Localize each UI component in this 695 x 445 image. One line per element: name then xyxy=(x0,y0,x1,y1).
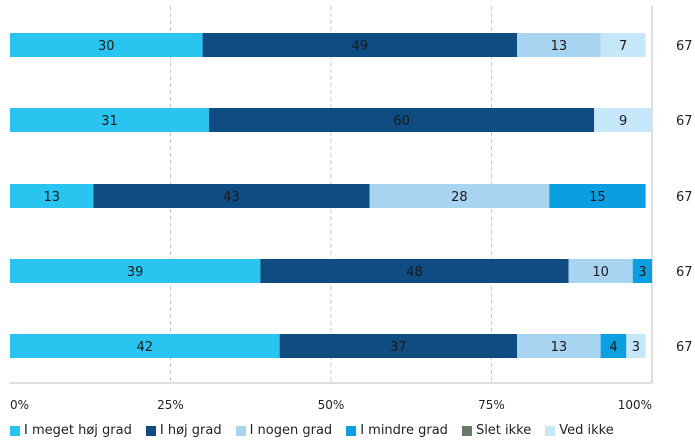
row-count-label: 67 xyxy=(676,39,693,54)
bar-value-label: 4 xyxy=(609,340,617,355)
bar-row: 42 37 13 4 3 xyxy=(10,334,646,358)
legend-swatch xyxy=(235,425,246,436)
x-tick-label: 50% xyxy=(318,398,345,412)
legend-label: I nogen grad xyxy=(249,423,333,438)
bar-value-label: 37 xyxy=(390,340,407,355)
x-tick-label: 0% xyxy=(10,398,29,412)
bar-value-label: 39 xyxy=(127,265,144,280)
legend-label: Ved ikke xyxy=(559,423,614,438)
x-tick-label: 75% xyxy=(478,398,505,412)
bar-segment xyxy=(369,184,550,208)
bar-segment xyxy=(10,334,280,358)
row-count-label: 67 xyxy=(676,265,693,280)
bar-value-label: 13 xyxy=(43,190,60,205)
bar-value-label: 43 xyxy=(223,190,240,205)
bar-segment xyxy=(93,184,370,208)
bar-segment xyxy=(549,184,646,208)
legend-item: I meget høj grad xyxy=(10,423,132,438)
bar-value-label: 31 xyxy=(101,114,118,129)
n-labels: 67 67 67 67 67 xyxy=(676,39,693,355)
legend-label: I høj grad xyxy=(159,423,222,438)
x-tick-label: 25% xyxy=(157,398,184,412)
legend-item: I høj grad xyxy=(145,423,222,438)
bar-segment xyxy=(209,108,595,132)
bar-value-label: 7 xyxy=(619,39,627,54)
bar-segment xyxy=(594,108,652,132)
bar-segment xyxy=(600,334,627,358)
bar-value-label: 15 xyxy=(589,190,606,205)
legend-swatch xyxy=(545,425,556,436)
bar-value-label: 48 xyxy=(406,265,423,280)
bar-segment xyxy=(279,334,518,358)
bar-segment xyxy=(10,259,261,283)
row-count-label: 67 xyxy=(676,190,693,205)
bar-row: 31 60 9 xyxy=(10,108,652,132)
legend-swatch xyxy=(346,425,357,436)
legend-swatch xyxy=(10,425,20,436)
bar-segment xyxy=(600,33,646,57)
x-axis-ticks: 0% 25% 50% 75% 100% xyxy=(10,398,652,412)
bar-segment xyxy=(202,33,518,57)
bar-segment xyxy=(517,334,601,358)
bar-value-label: 10 xyxy=(592,265,609,280)
grid-layer xyxy=(10,6,653,384)
bar-value-label: 9 xyxy=(619,114,627,129)
bar-segment xyxy=(10,184,94,208)
legend-swatch xyxy=(461,425,472,436)
bar-row: 30 49 13 7 xyxy=(10,33,646,57)
bar-row: 39 48 10 3 xyxy=(10,259,652,283)
row-count-label: 67 xyxy=(676,340,693,355)
bar-value-label: 3 xyxy=(638,265,646,280)
bar-value-label: 30 xyxy=(98,39,115,54)
row-count-label: 67 xyxy=(676,114,693,129)
bar-value-label: 60 xyxy=(393,114,410,129)
bar-segment xyxy=(517,33,601,57)
bar-value-label: 3 xyxy=(632,340,640,355)
legend-item: Slet ikke xyxy=(461,423,532,438)
bar-segment xyxy=(626,334,646,358)
bar-segment xyxy=(260,259,569,283)
bar-segment xyxy=(10,33,203,57)
bar-value-label: 42 xyxy=(137,340,154,355)
legend-label: I meget høj grad xyxy=(24,423,132,438)
legend-swatch xyxy=(145,425,156,436)
bar-value-label: 13 xyxy=(551,39,568,54)
bar-value-label: 28 xyxy=(451,190,468,205)
legend-item: I nogen grad xyxy=(235,423,333,438)
bar-row: 13 43 28 15 xyxy=(10,184,646,208)
bar-value-label: 49 xyxy=(352,39,369,54)
legend-item: I mindre grad xyxy=(346,423,448,438)
legend: I meget høj grad I høj grad I nogen grad I … xyxy=(10,423,628,438)
legend-label: Slet ikke xyxy=(475,423,532,438)
x-tick-label: 100% xyxy=(618,398,652,412)
bar-segment xyxy=(632,259,652,283)
bar-segment xyxy=(568,259,633,283)
legend-item: Ved ikke xyxy=(545,423,614,438)
bar-value-label: 13 xyxy=(551,340,568,355)
bar-segment xyxy=(10,108,210,132)
legend-label: I mindre grad xyxy=(360,423,448,438)
